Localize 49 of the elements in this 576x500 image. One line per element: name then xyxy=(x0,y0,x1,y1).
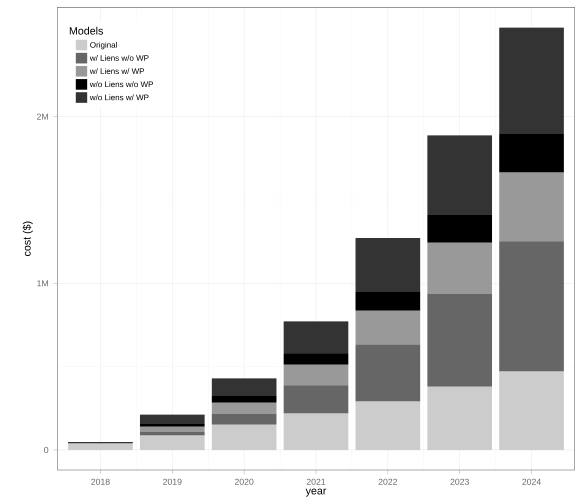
legend-label: w/ Liens w/o WP xyxy=(90,54,149,61)
legend-title: Models xyxy=(70,26,103,35)
bar xyxy=(212,424,276,450)
bar xyxy=(499,134,564,172)
bar xyxy=(284,321,348,354)
bar xyxy=(140,414,205,424)
x-tick-label: 2018 xyxy=(91,478,110,485)
bar xyxy=(427,135,492,215)
x-tick-label: 2021 xyxy=(306,478,326,485)
legend-label: Original xyxy=(90,42,117,50)
bar xyxy=(212,414,276,425)
y-tick-label: 2M xyxy=(37,114,48,120)
y-axis-title: cost ($) xyxy=(22,222,33,256)
x-tick-label: 2023 xyxy=(450,478,469,485)
bar xyxy=(212,378,276,396)
bar xyxy=(499,172,564,242)
bar xyxy=(427,386,492,450)
bar xyxy=(212,402,276,414)
bar xyxy=(427,214,492,243)
bar xyxy=(212,396,276,403)
x-tick-label: 2022 xyxy=(378,478,398,485)
bar xyxy=(499,241,564,372)
bar xyxy=(499,371,564,450)
bar xyxy=(356,310,420,345)
bar xyxy=(427,242,492,294)
bar xyxy=(356,292,420,311)
bar xyxy=(140,432,205,436)
bar xyxy=(140,426,205,432)
legend-label: w/o Liens w/ WP xyxy=(90,94,149,100)
x-tick-label: 2024 xyxy=(522,478,541,485)
x-axis-title: year xyxy=(306,488,326,497)
bar xyxy=(140,424,205,427)
bar xyxy=(356,238,420,292)
bar xyxy=(499,28,564,134)
bar xyxy=(140,435,205,450)
bar xyxy=(68,443,133,450)
x-tick-label: 2020 xyxy=(234,478,254,485)
bar xyxy=(284,385,348,414)
bar xyxy=(284,353,348,365)
bar xyxy=(427,294,492,387)
legend-label: w/o Liens w/o WP xyxy=(90,81,153,88)
x-tick-label: 2019 xyxy=(163,478,182,485)
bar xyxy=(284,413,348,450)
y-tick-label: 0 xyxy=(44,446,48,454)
y-tick-label: 1M xyxy=(37,280,48,286)
bar xyxy=(356,344,420,402)
legend-label: w/ Liens w/ WP xyxy=(90,68,144,74)
bar xyxy=(356,401,420,450)
bar xyxy=(284,364,348,386)
